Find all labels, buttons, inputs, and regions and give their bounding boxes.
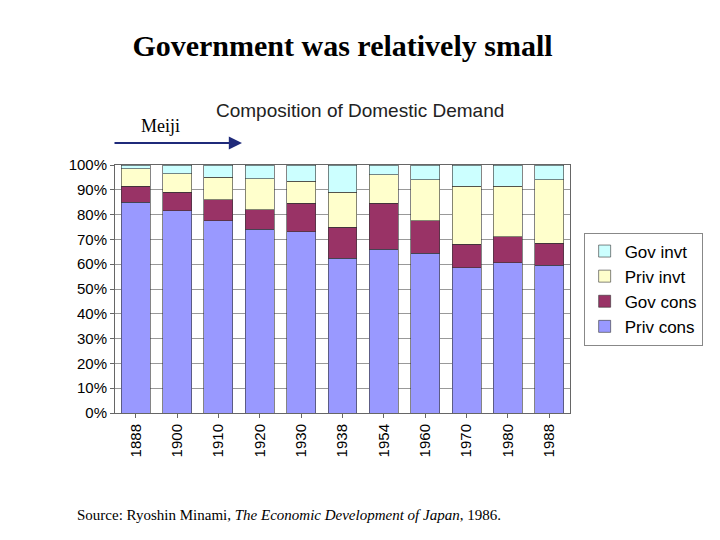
svg-text:1920: 1920 xyxy=(251,424,268,457)
svg-text:1930: 1930 xyxy=(292,424,309,457)
svg-text:1954: 1954 xyxy=(375,424,392,457)
svg-text:100%: 100% xyxy=(69,156,107,173)
svg-text:1900: 1900 xyxy=(168,424,185,457)
svg-text:Government was relatively smal: Government was relatively small xyxy=(132,29,552,62)
svg-text:1888: 1888 xyxy=(127,424,144,457)
svg-text:1938: 1938 xyxy=(333,424,350,457)
svg-text:Gov cons: Gov cons xyxy=(625,293,697,312)
svg-text:30%: 30% xyxy=(77,330,107,347)
svg-text:Composition of Domestic Demand: Composition of Domestic Demand xyxy=(216,100,504,121)
svg-text:10%: 10% xyxy=(77,379,107,396)
svg-text:1960: 1960 xyxy=(416,424,433,457)
svg-text:80%: 80% xyxy=(77,206,107,223)
svg-text:0%: 0% xyxy=(85,404,107,421)
svg-text:1980: 1980 xyxy=(499,424,516,457)
svg-text:70%: 70% xyxy=(77,231,107,248)
svg-text:60%: 60% xyxy=(77,255,107,272)
svg-text:90%: 90% xyxy=(77,181,107,198)
svg-text:Priv invt: Priv invt xyxy=(625,268,686,287)
svg-text:Priv cons: Priv cons xyxy=(625,318,695,337)
svg-text:Meiji: Meiji xyxy=(141,116,180,136)
svg-text:Gov invt: Gov invt xyxy=(625,243,688,262)
svg-text:20%: 20% xyxy=(77,355,107,372)
svg-text:1970: 1970 xyxy=(457,424,474,457)
svg-text:1988: 1988 xyxy=(540,424,557,457)
svg-text:Source: Ryoshin Minami, The Ec: Source: Ryoshin Minami, The Economic Dev… xyxy=(77,507,501,523)
svg-text:40%: 40% xyxy=(77,305,107,322)
svg-text:1910: 1910 xyxy=(209,424,226,457)
svg-text:50%: 50% xyxy=(77,280,107,297)
